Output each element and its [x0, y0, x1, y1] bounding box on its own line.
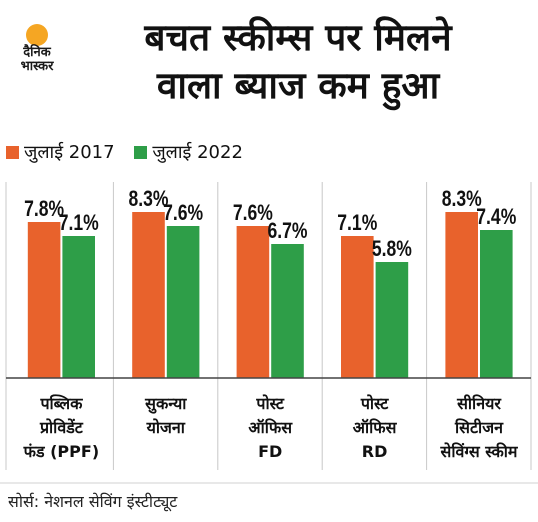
data-label: 7.4%: [476, 204, 516, 229]
category-label: ऑफिस: [353, 418, 398, 437]
bar-2017: [27, 222, 61, 378]
category-label: FD: [258, 442, 282, 461]
data-label: 7.1%: [337, 210, 377, 235]
category-label: सेविंग्स स्कीम: [440, 442, 519, 461]
bar-2022: [375, 262, 409, 378]
category-label: प्रोविडेंट: [39, 418, 84, 437]
bar-2017: [132, 212, 165, 378]
legend-swatch-2022: [134, 146, 148, 159]
bar-2017: [445, 212, 478, 378]
data-label: 7.6%: [163, 200, 203, 225]
bar-2022: [480, 230, 513, 378]
source-note: सोर्स: नेशनल सेविंग इंस्टीट्यूट: [8, 492, 178, 511]
data-label: 8.3%: [442, 186, 482, 211]
data-label: 6.7%: [268, 218, 308, 243]
bar-2017: [236, 226, 270, 378]
logo-line-2: भास्कर: [20, 59, 54, 74]
data-label: 7.6%: [233, 200, 273, 225]
category-label: सिटीजन: [454, 418, 504, 437]
legend-swatch-2017: [6, 146, 19, 159]
bar-2022: [166, 226, 200, 378]
category-label: पोस्ट: [255, 394, 284, 413]
category-label: फंड (PPF): [23, 442, 99, 461]
bar-2022: [271, 244, 304, 378]
category-label: सुकन्या: [144, 394, 187, 414]
category-label: पब्लिक: [39, 394, 83, 413]
legend-label-2022: जुलाई 2022: [152, 142, 243, 163]
chart-title: बचत स्कीम्स पर मिलने वाला ब्याज कम हुआ: [78, 14, 518, 110]
chart-title-line-2: वाला ब्याज कम हुआ: [156, 64, 440, 107]
category-label: ऑफिस: [248, 418, 293, 437]
category-label: सीनियर: [456, 394, 502, 413]
bar-2022: [62, 236, 95, 378]
legend-item-2022: जुलाई 2022: [134, 140, 243, 164]
bar-2017: [341, 236, 374, 378]
category-label: योजना: [146, 418, 186, 437]
data-label: 8.3%: [129, 186, 169, 211]
chart-title-line-1: बचत स्कीम्स पर मिलने: [144, 16, 452, 59]
data-label: 5.8%: [372, 236, 412, 261]
logo-line-1: दैनिक: [23, 45, 51, 60]
legend-label-2017: जुलाई 2017: [24, 142, 115, 163]
legend-item-2017: जुलाई 2017: [6, 140, 115, 164]
sun-icon: [26, 24, 48, 46]
data-label: 7.8%: [24, 196, 64, 221]
category-label: RD: [362, 442, 388, 461]
data-label: 7.1%: [59, 210, 99, 235]
dainik-bhaskar-logo: दैनिक भास्कर: [6, 24, 68, 76]
category-label: पोस्ट: [360, 394, 389, 413]
chart-legend: जुलाई 2017 जुलाई 2022: [6, 140, 257, 164]
